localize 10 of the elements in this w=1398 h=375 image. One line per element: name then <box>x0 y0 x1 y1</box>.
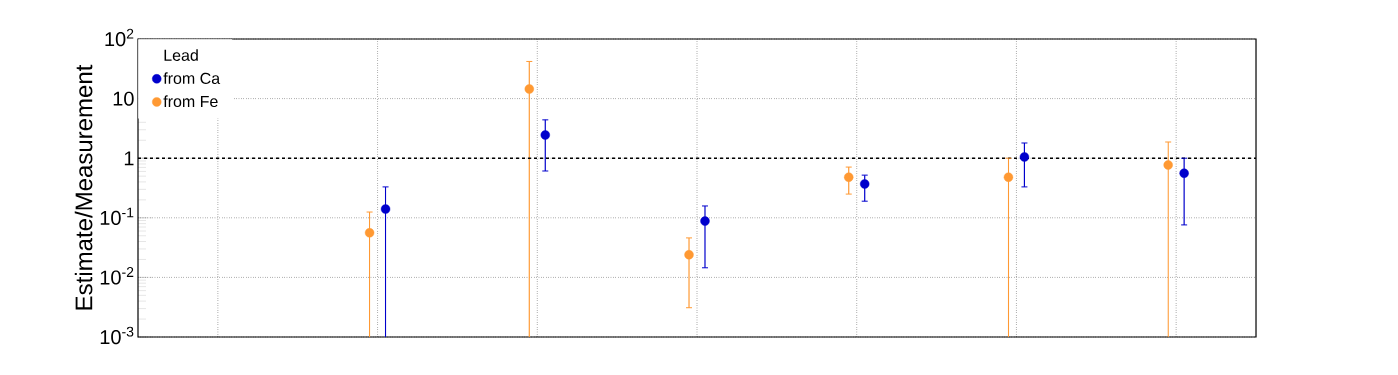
legend-title: Lead <box>164 49 198 61</box>
y-tick-label: 10$^{-2}$ <box>100 267 134 285</box>
y-tick-label: 10$^{-1}$ <box>100 207 134 225</box>
legend-label: from Ca <box>163 72 221 85</box>
y-axis-title: Estimate/Measurement <box>74 64 93 310</box>
y-tick-label: 10$^{-3}$ <box>100 326 134 345</box>
legend-label: from Fe <box>163 95 218 108</box>
y-tick-label: 10$^{2}$ <box>105 28 134 47</box>
y-tick-label: 1 <box>124 151 134 166</box>
y-tick-label: 10 <box>113 91 134 106</box>
